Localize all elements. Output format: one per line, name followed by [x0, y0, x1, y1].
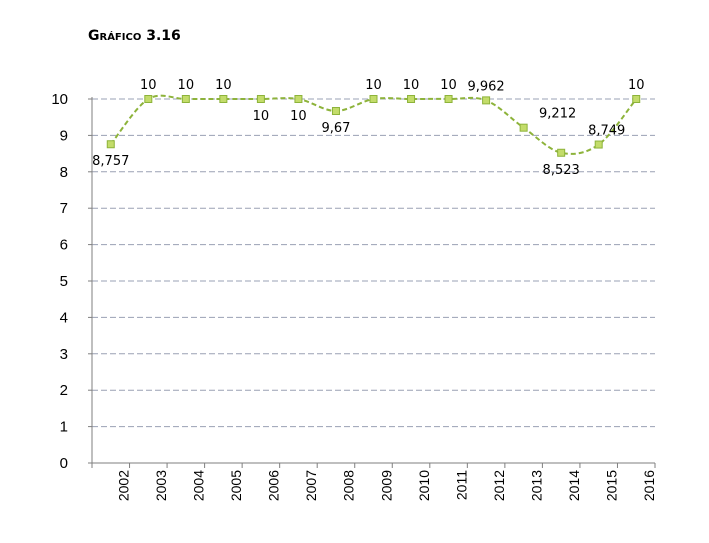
data-point: [369, 95, 378, 103]
axes: [88, 97, 656, 468]
y-tick-label: 4: [60, 309, 68, 326]
x-tick-label: 2005: [228, 470, 244, 501]
data-point: [444, 95, 453, 103]
data-label: 10: [628, 78, 645, 93]
x-tick-label: 2003: [153, 470, 169, 501]
x-tick-label: 2014: [566, 470, 582, 501]
data-labels: 8,757 10 10 10 10 10 9,67 10 10 10 9,962 9,212 8,523…: [92, 78, 644, 178]
data-point: [331, 107, 340, 116]
y-tick-label: 7: [60, 200, 68, 217]
data-point: [219, 95, 228, 103]
data-label: 10: [440, 78, 457, 93]
y-tick-labels: 0 1 2 3 4 5 6 7 8 9 10: [51, 91, 68, 472]
x-tick-label: 2006: [266, 470, 282, 501]
y-tick-label: 6: [60, 237, 68, 254]
data-label: 9,962: [467, 79, 504, 94]
x-tick-label: 2012: [491, 470, 507, 501]
gridlines: [92, 98, 655, 428]
data-label: 10: [365, 78, 382, 93]
data-point: [407, 95, 416, 103]
chart-title: Gráfico 3.16: [88, 28, 181, 44]
data-series: [106, 94, 641, 157]
y-tick-label: 0: [60, 455, 68, 472]
x-tick-label: 2008: [341, 470, 357, 501]
data-label: 8,757: [92, 154, 129, 169]
x-tick-label: 2009: [378, 470, 394, 501]
data-point: [181, 95, 190, 103]
data-point: [256, 95, 265, 103]
data-label: 10: [290, 109, 307, 124]
data-label: 8,749: [588, 124, 625, 139]
y-tick-label: 2: [60, 382, 68, 399]
y-tick-label: 8: [60, 164, 68, 181]
data-point: [482, 96, 491, 105]
y-tick-label: 1: [60, 419, 68, 436]
data-label: 10: [403, 78, 420, 93]
x-tick-label: 2004: [191, 470, 207, 501]
x-tick-label: 2011: [453, 470, 469, 500]
data-label: 8,523: [543, 163, 580, 178]
data-point: [294, 95, 303, 103]
x-tick-labels: 2002 2003 2004 2005 2006 2007 2008 2009 2010 2011…: [116, 470, 657, 501]
data-label: 10: [140, 78, 157, 93]
data-label: 10: [178, 78, 195, 93]
x-tick-label: 2007: [303, 470, 319, 501]
y-tick-label: 3: [60, 346, 68, 363]
x-tick-label: 2010: [416, 470, 432, 501]
data-point: [106, 140, 115, 149]
data-label: 10: [253, 109, 270, 124]
x-tick-label: 2015: [603, 470, 619, 501]
data-point: [632, 95, 641, 103]
data-point: [557, 148, 566, 157]
data-point: [594, 140, 603, 149]
y-tick-label: 9: [60, 127, 68, 144]
data-point: [144, 95, 153, 103]
y-tick-label: 5: [60, 273, 68, 290]
data-label: 9,212: [539, 107, 576, 122]
x-tick-label: 2002: [116, 470, 132, 501]
data-label: 9,67: [321, 121, 350, 136]
y-tick-label: 10: [51, 91, 68, 108]
series-line: [109, 94, 638, 155]
x-tick-label: 2016: [641, 470, 657, 501]
x-tick-label: 2013: [528, 470, 544, 501]
data-point: [519, 123, 528, 132]
data-label: 10: [215, 78, 232, 93]
